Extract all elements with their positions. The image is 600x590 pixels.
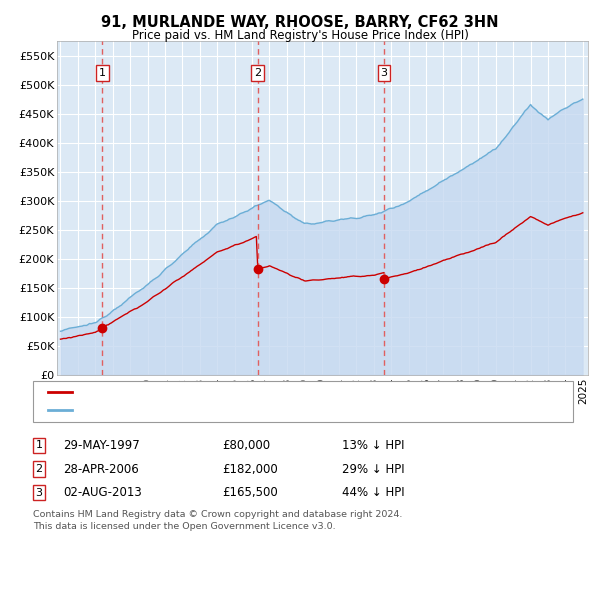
Text: 1: 1 <box>99 68 106 78</box>
Text: 29-MAY-1997: 29-MAY-1997 <box>63 439 140 452</box>
Text: 02-AUG-2013: 02-AUG-2013 <box>63 486 142 499</box>
Text: Price paid vs. HM Land Registry's House Price Index (HPI): Price paid vs. HM Land Registry's House … <box>131 30 469 42</box>
Text: 44% ↓ HPI: 44% ↓ HPI <box>342 486 404 499</box>
Text: 3: 3 <box>35 488 43 497</box>
Text: Contains HM Land Registry data © Crown copyright and database right 2024.: Contains HM Land Registry data © Crown c… <box>33 510 403 519</box>
Text: 3: 3 <box>380 68 388 78</box>
Text: 91, MURLANDE WAY, RHOOSE, BARRY, CF62 3HN: 91, MURLANDE WAY, RHOOSE, BARRY, CF62 3H… <box>101 15 499 30</box>
Text: HPI: Average price, detached house, Vale of Glamorgan: HPI: Average price, detached house, Vale… <box>78 405 381 415</box>
Text: £80,000: £80,000 <box>222 439 270 452</box>
Text: 29% ↓ HPI: 29% ↓ HPI <box>342 463 404 476</box>
Text: This data is licensed under the Open Government Licence v3.0.: This data is licensed under the Open Gov… <box>33 522 335 531</box>
Text: 1: 1 <box>35 441 43 450</box>
Text: £165,500: £165,500 <box>222 486 278 499</box>
Text: 13% ↓ HPI: 13% ↓ HPI <box>342 439 404 452</box>
Text: £182,000: £182,000 <box>222 463 278 476</box>
Text: 91, MURLANDE WAY, RHOOSE, BARRY, CF62 3HN (detached house): 91, MURLANDE WAY, RHOOSE, BARRY, CF62 3H… <box>78 387 446 397</box>
Text: 2: 2 <box>254 68 261 78</box>
Text: 28-APR-2006: 28-APR-2006 <box>63 463 139 476</box>
Text: 2: 2 <box>35 464 43 474</box>
